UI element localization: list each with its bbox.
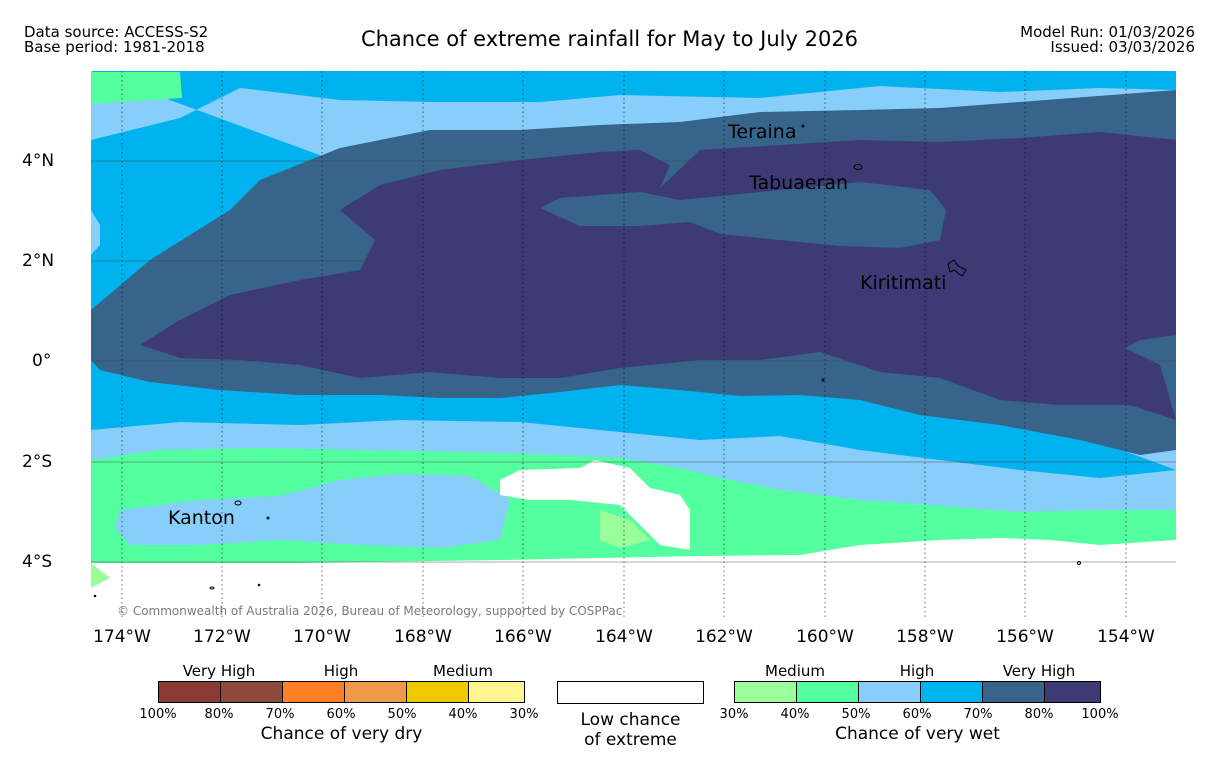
issued-label: Issued: 03/03/2026 <box>1050 38 1195 56</box>
lon-label-162w: 162°W <box>695 627 753 647</box>
dry-swatch-3 <box>282 682 344 702</box>
wet-category-very-high: Very High <box>1002 662 1076 680</box>
low-chance-caption-line1: Low chance <box>580 710 681 730</box>
wet-swatch-3 <box>858 682 920 702</box>
tabuaeran-island <box>853 164 863 170</box>
dry-swatch-2 <box>220 682 282 702</box>
dry-tick-80: 80% <box>204 707 234 722</box>
wet-tick-30: 30% <box>719 707 749 722</box>
dry-tick-50: 50% <box>387 707 417 722</box>
model-run-label: Model Run: 01/03/2026 <box>1020 23 1195 41</box>
dry-swatch-1 <box>159 682 220 702</box>
base-period-label: Base period: 1981-2018 <box>24 38 205 56</box>
wet-tick-80: 80% <box>1024 707 1054 722</box>
lat-label-equator: 0° <box>32 351 52 371</box>
lon-label-154w: 154°W <box>1097 627 1155 647</box>
dry-caption: Chance of very dry <box>260 724 423 744</box>
dry-swatch-6 <box>468 682 524 702</box>
lon-label-168w: 168°W <box>394 627 452 647</box>
wet-colorbar <box>734 681 1101 703</box>
map-shading <box>91 71 1176 563</box>
place-label-tabuaeran: Tabuaeran <box>749 172 849 194</box>
lat-label-4n: 4°N <box>22 151 55 171</box>
dry-swatch-4 <box>344 682 406 702</box>
lon-label-160w: 160°W <box>796 627 854 647</box>
dry-category-high: High <box>323 662 359 680</box>
lon-label-156w: 156°W <box>996 627 1054 647</box>
wet-tick-60: 60% <box>902 707 932 722</box>
dry-colorbar <box>158 681 525 703</box>
wet-swatch-6 <box>1044 682 1100 702</box>
wet-swatch-2 <box>796 682 858 702</box>
place-label-kanton: Kanton <box>168 507 235 529</box>
wet-tick-50: 50% <box>841 707 871 722</box>
low-chance-caption-line2: of extreme <box>584 730 677 750</box>
dry-tick-100: 100% <box>139 707 177 722</box>
place-label-kiritimati: Kiritimati <box>860 272 947 294</box>
islands <box>93 124 1081 598</box>
graticule <box>121 71 1127 618</box>
lon-label-170w: 170°W <box>293 627 351 647</box>
dry-tick-60: 60% <box>326 707 356 722</box>
wet-category-high: High <box>899 662 935 680</box>
wet-tick-40: 40% <box>780 707 810 722</box>
dry-swatch-5 <box>406 682 468 702</box>
dry-tick-70: 70% <box>265 707 295 722</box>
dry-tick-30: 30% <box>509 707 539 722</box>
wet-caption: Chance of very wet <box>835 724 1000 744</box>
lat-label-2s: 2°S <box>22 452 53 472</box>
dry-tick-40: 40% <box>448 707 478 722</box>
wet-swatch-5 <box>982 682 1044 702</box>
dry-category-medium: Medium <box>433 662 493 680</box>
lat-label-4s: 4°S <box>22 552 53 572</box>
wet-category-medium: Medium <box>765 662 825 680</box>
lon-label-166w: 166°W <box>494 627 552 647</box>
lon-label-158w: 158°W <box>896 627 954 647</box>
low-chance-swatch <box>557 681 704 704</box>
lat-label-2n: 2°N <box>22 251 55 271</box>
latitude-lines <box>91 160 1176 563</box>
lon-label-172w: 172°W <box>193 627 251 647</box>
place-label-teraina: Teraina <box>728 121 797 143</box>
wet-tick-100: 100% <box>1081 707 1119 722</box>
wet-tick-70: 70% <box>963 707 993 722</box>
copyright-notice: © Commonwealth of Australia 2026, Bureau… <box>117 604 623 618</box>
kanton-island <box>234 500 242 506</box>
lon-label-174w: 174°W <box>93 627 151 647</box>
data-source-label: Data source: ACCESS-S2 <box>24 23 209 41</box>
dry-category-very-high: Very High <box>182 662 256 680</box>
wet-swatch-4 <box>920 682 982 702</box>
lon-label-164w: 164°W <box>595 627 653 647</box>
kiritimati-island <box>947 259 967 277</box>
wet-swatch-1 <box>735 682 796 702</box>
map-title: Chance of extreme rainfall for May to Ju… <box>360 27 859 51</box>
